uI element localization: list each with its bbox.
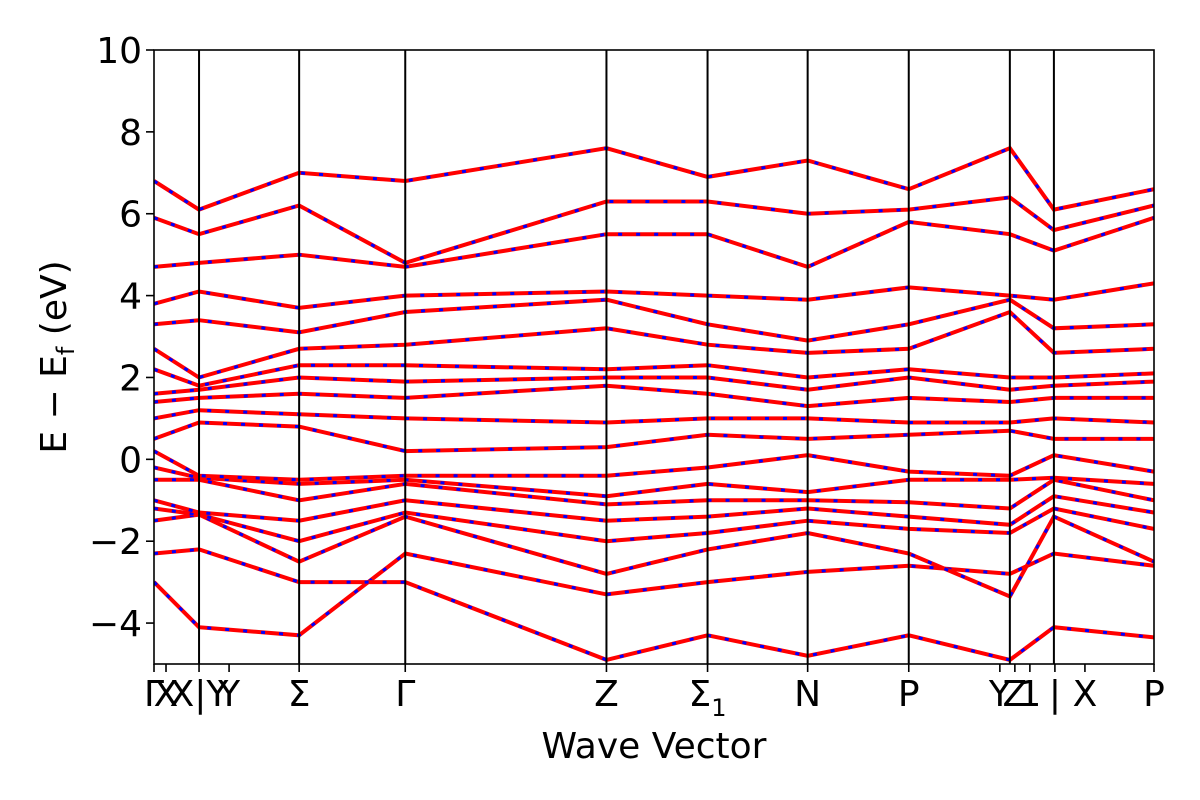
band-line-spin-up bbox=[154, 215, 1154, 270]
x-tick-label: Γ bbox=[144, 674, 164, 715]
x-tick-label: N bbox=[794, 674, 821, 715]
x-axis-label: Wave Vector bbox=[542, 726, 767, 767]
band-line-spin-down bbox=[154, 513, 1154, 599]
band-line-spin-down bbox=[154, 384, 1154, 408]
x-tick-label: 1 bbox=[1018, 674, 1041, 715]
band-line-spin-up bbox=[154, 547, 1154, 663]
x-axis-ticks: ΓXX|YY Σ Γ Z Σ1 N P YZ1 | X P bbox=[144, 664, 1165, 722]
y-tick-label: −2 bbox=[89, 522, 142, 563]
x-tick-label: Z bbox=[594, 674, 619, 715]
band-line-spin-up bbox=[154, 420, 1154, 454]
y-tick-label: 4 bbox=[119, 277, 142, 318]
x-tick-label: X bbox=[154, 674, 179, 715]
y-axis-label-unit: (eV) bbox=[34, 260, 75, 346]
y-axis-label-main: E − E bbox=[34, 355, 75, 454]
band-line-spin-up bbox=[154, 449, 1154, 482]
y-tick-label: 0 bbox=[119, 440, 142, 481]
y-tick-label: −4 bbox=[89, 604, 142, 645]
y-tick-label: 8 bbox=[119, 113, 142, 154]
y-tick-label: 10 bbox=[96, 31, 142, 72]
y-tick-label: 2 bbox=[119, 358, 142, 399]
band-line-spin-down bbox=[154, 506, 1154, 543]
band-line-spin-down bbox=[154, 216, 1154, 269]
x-tick-label: Σ bbox=[288, 674, 311, 715]
x-tick-label: Z bbox=[1003, 674, 1028, 715]
y-axis-label-sub: f bbox=[52, 346, 80, 355]
kpoint-segment-lines bbox=[198, 50, 1055, 664]
x-tick-label: P bbox=[898, 674, 920, 715]
band-line-spin-up bbox=[154, 512, 1154, 600]
y-axis-label: E − Ef (eV) bbox=[34, 260, 80, 453]
x-tick-label: X|Y bbox=[170, 674, 230, 715]
x-tick-label: | bbox=[1049, 674, 1061, 715]
x-tick-label: Γ bbox=[395, 674, 415, 715]
band-line-spin-up bbox=[154, 408, 1154, 425]
x-tick-label: Σ1 bbox=[689, 674, 727, 722]
plot-frame bbox=[153, 49, 1155, 665]
x-tick-label: Y bbox=[217, 674, 241, 715]
x-tick-label: P bbox=[1143, 674, 1165, 715]
y-tick-label: 6 bbox=[119, 195, 142, 236]
band-lines bbox=[154, 145, 1154, 663]
y-axis-ticks: −4 −2 0 2 4 6 8 10 bbox=[89, 31, 154, 645]
band-line-spin-up bbox=[154, 281, 1154, 310]
band-line-spin-up bbox=[154, 195, 1154, 266]
band-line-spin-down bbox=[154, 547, 1154, 662]
x-tick-label: Y bbox=[988, 674, 1012, 715]
x-tick-label: X bbox=[1073, 674, 1098, 715]
